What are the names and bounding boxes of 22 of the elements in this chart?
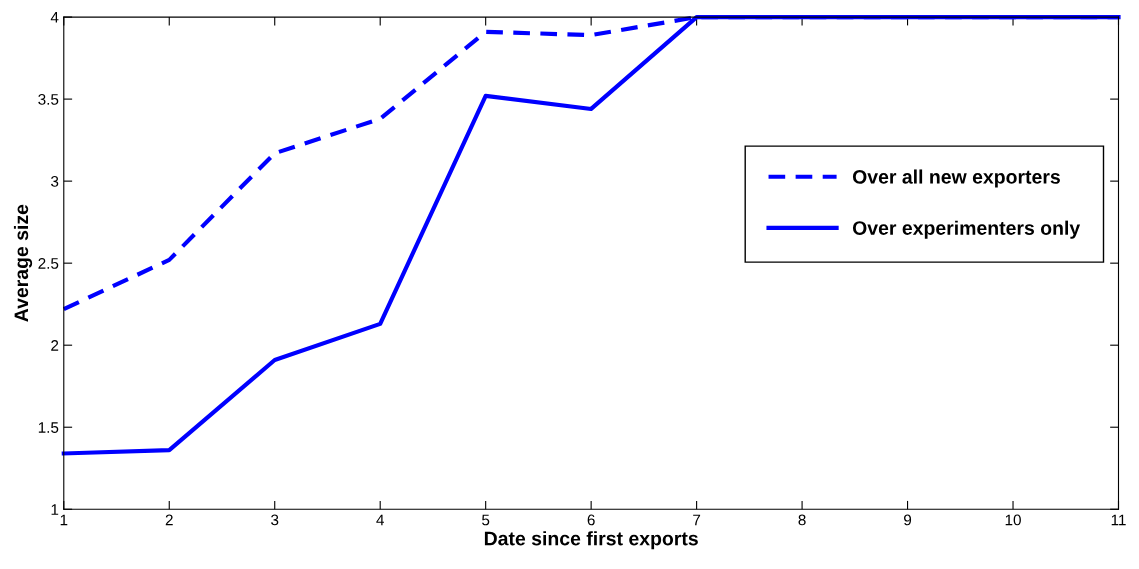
x-tick-label: 11 — [1111, 514, 1126, 526]
x-tick-label: 9 — [904, 514, 912, 526]
x-tick-label: 3 — [271, 514, 279, 526]
x-axis-title: Date since first exports — [484, 531, 698, 550]
legend-label: Over all new exporters — [852, 169, 1060, 188]
y-tick-label: 1.5 — [38, 422, 59, 433]
y-tick-label: 1 — [51, 504, 59, 515]
y-tick-label: 2 — [51, 340, 59, 351]
x-tick-label: 10 — [1005, 514, 1021, 526]
y-tick-label: 3.5 — [38, 93, 59, 105]
x-tick-label: 5 — [482, 514, 490, 526]
x-tick-label: 6 — [587, 514, 595, 526]
y-axis-title: Average size — [13, 204, 33, 322]
x-tick-label: 1 — [60, 514, 68, 526]
y-tick-label: 2.5 — [38, 258, 59, 269]
x-tick-label: 8 — [798, 514, 806, 526]
y-tick-label: 4 — [50, 12, 59, 23]
legend-label: Over experimenters only — [852, 220, 1081, 239]
y-tick-label: 3 — [51, 176, 59, 187]
x-tick-label: 4 — [376, 514, 384, 526]
x-tick-label: 7 — [693, 514, 701, 526]
x-tick-label: 2 — [165, 514, 173, 526]
